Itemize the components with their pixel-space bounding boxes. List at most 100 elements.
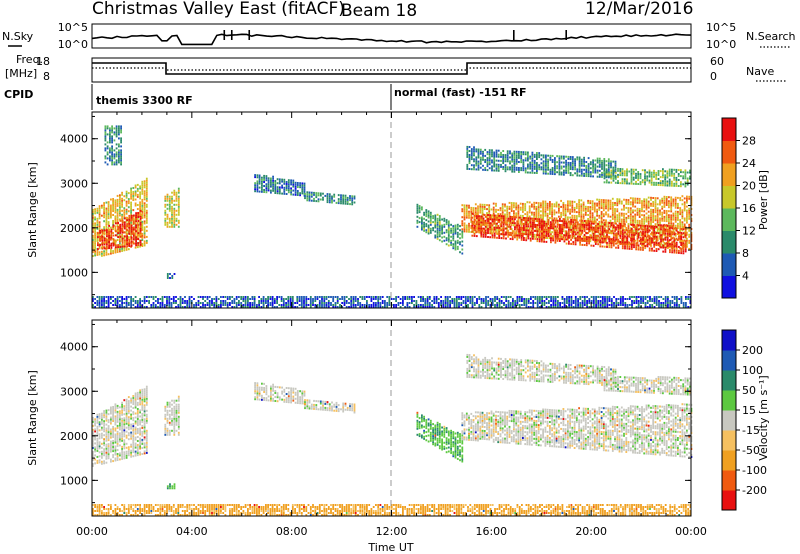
power-cell [139,221,142,224]
power-cell [127,206,130,209]
power-cell [143,216,146,219]
power-cell [349,199,351,202]
power-cell [665,198,668,200]
power-cell [121,201,123,204]
power-cell [645,212,648,215]
power-cell [306,197,309,200]
power-cell [511,230,514,233]
power-cell [484,225,487,228]
power-cell [607,203,610,206]
power-cell [108,236,110,239]
power-cell [628,233,631,236]
power-cell [283,188,286,191]
power-cell [540,204,542,207]
power-cell [568,236,570,239]
power-cell [132,234,135,237]
power-cell [468,146,471,148]
power-cell [143,230,146,233]
power-cell [524,167,527,170]
power-cell [121,300,123,302]
power-cell [351,201,354,204]
power-cell [94,212,96,215]
power-cell [650,196,652,199]
power-cell [644,175,646,178]
power-cell [434,220,437,223]
power-cell [599,233,602,236]
power-cell [479,231,482,234]
power-cell [688,247,691,250]
power-cell [317,200,320,203]
power-cell [177,225,180,228]
power-cell [443,219,446,222]
power-cell [130,223,132,226]
power-cell [632,209,634,212]
power-cell [565,165,567,168]
power-cell [143,244,146,247]
power-cell [536,234,539,237]
power-cell [674,238,677,241]
power-cell [171,191,173,194]
power-cell [473,216,476,219]
power-cell [671,225,674,228]
power-cell [267,187,270,190]
power-cell [629,217,632,220]
power-cell [670,226,673,229]
power-cell [615,234,617,237]
power-cell [473,232,476,235]
power-cell [454,230,457,233]
power-cell [643,234,646,237]
power-cell [249,302,251,304]
power-cell [112,240,115,243]
power-cell [545,164,547,167]
power-cell [587,222,589,224]
power-cell [659,223,661,226]
power-cell [533,161,536,164]
power-cell [515,206,518,209]
power-cell [563,240,566,243]
power-cell [121,197,123,200]
power-cell [673,245,676,248]
power-cell [580,233,583,236]
power-cell [121,219,124,222]
power-cell [523,237,525,239]
power-cell [547,223,550,225]
power-cell [634,225,637,228]
power-cell [554,237,557,240]
power-cell [477,162,480,165]
power-cell [141,186,144,189]
power-cell [484,233,487,236]
power-cell [606,229,608,232]
power-cell [542,214,544,217]
power-cell [648,235,651,238]
power-cell [531,205,533,208]
power-cell [686,241,688,244]
power-cell [106,229,108,232]
power-cell [278,190,281,193]
power-cell [490,216,493,219]
power-cell [421,218,423,221]
power-cell [655,244,658,246]
power-cell [668,182,671,185]
power-cell [113,163,116,166]
power-cell [592,236,595,239]
power-cell [528,207,531,210]
power-cell [188,304,191,306]
power-cell [538,166,541,169]
power-cell [261,190,263,193]
power-cell [538,222,541,225]
power-cell [538,228,541,231]
power-cell [127,302,130,304]
power-cell [560,173,563,176]
power-cell [665,228,668,231]
power-cell [267,181,270,184]
power-cell [644,247,647,250]
power-cell [602,231,605,234]
power-cell [677,206,679,209]
power-cell [565,161,567,164]
power-cell [310,199,313,202]
power-cell [556,225,559,228]
power-cell [535,212,538,214]
power-cell [661,199,664,202]
power-cell [626,233,629,236]
power-cell [653,241,656,244]
